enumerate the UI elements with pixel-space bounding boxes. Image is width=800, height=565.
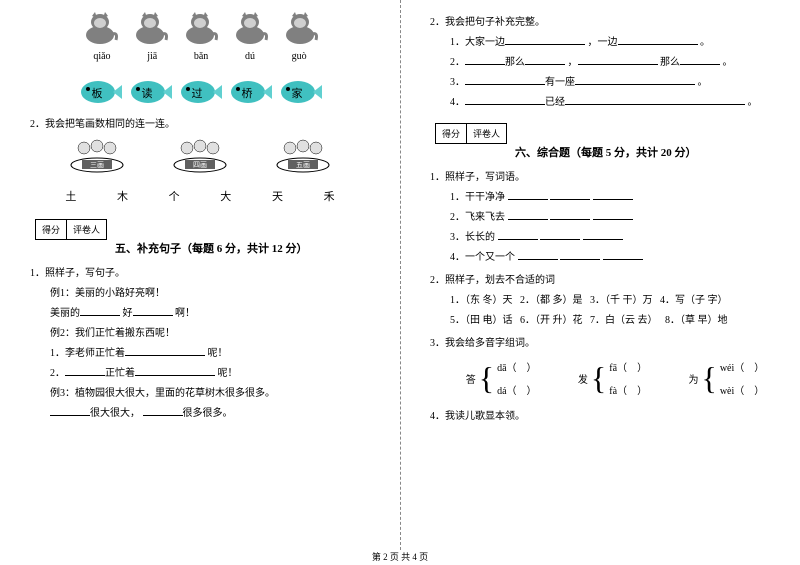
r-score-2: 评卷人: [467, 123, 507, 144]
poly-2: 发 { fā（ ） fà（ ）: [578, 359, 647, 397]
char-4: 大: [220, 188, 231, 204]
r-q2b-row1: 1．（东 冬）天 2．（都 多）是 3．（千 干）万 4．写（子 字）: [450, 291, 785, 306]
fish-char-5: 家: [292, 85, 303, 101]
pinyin-1: qiǎo: [93, 51, 110, 62]
r-q1-4: 4．一个又一个: [450, 248, 785, 263]
basket-2: 四画: [165, 138, 235, 173]
r-q4: 4．我读儿歌显本领。: [430, 407, 785, 422]
r-q2b-row2: 5．（田 电）话 6．（开 升）花 7．白（云 去） 8．（草 早）地: [450, 311, 785, 326]
score-label-2: 评卷人: [67, 219, 107, 240]
fish-4: 桥: [228, 77, 273, 110]
fish-3: 过: [178, 77, 223, 110]
r-q2-4: 4．已经 。: [450, 93, 785, 108]
char-6: 禾: [324, 188, 335, 204]
ex2: 例2：我们正忙着搬东西呢！: [50, 324, 385, 339]
pinyin-3: bǎn: [194, 51, 208, 62]
char-2: 木: [117, 188, 128, 204]
q2-strokes: 2．我会把笔画数相同的连一连。: [30, 115, 385, 130]
svg-text:五画: 五画: [296, 161, 310, 169]
r-q2-1: 1．大家一边 ，一边 。: [450, 33, 785, 48]
ex3: 例3：植物园很大很大，里面的花草树木很多很多。: [50, 384, 385, 399]
pinyin-4: dú: [245, 51, 255, 62]
fish-char-2: 读: [142, 85, 153, 101]
fish-1: 板: [78, 77, 123, 110]
fish-2: 读: [128, 77, 173, 110]
svg-text:四画: 四画: [193, 161, 207, 169]
char-1: 土: [65, 188, 76, 204]
score-label-1: 得分: [35, 219, 67, 240]
r-q2-2: 2．那么 ， 那么 。: [450, 53, 785, 68]
r-q1-2: 2．飞来飞去: [450, 208, 785, 223]
cat-3: [180, 10, 220, 48]
pinyin-5: guò: [292, 51, 307, 62]
cat-4: [230, 10, 270, 48]
q1-1: 1．照样子，写句子。: [30, 264, 385, 279]
r-q3: 3．我会给多音字组词。: [430, 334, 785, 349]
ex2-line2: 2．正忙着 呢！: [50, 364, 385, 379]
r-score-1: 得分: [435, 123, 467, 144]
ex3-fill: 很大很大， 很多很多。: [50, 404, 385, 419]
r-q2-3: 3．有一座 。: [450, 73, 785, 88]
r-q2: 2．我会把句子补充完整。: [430, 13, 785, 28]
r-q1: 1．照样子，写词语。: [430, 168, 785, 183]
brace-icon: {: [701, 362, 716, 394]
fish-5: 家: [278, 77, 323, 110]
page-number: 第 2 页 共 4 页: [0, 550, 800, 563]
ex1-fill: 美丽的 好 啊！: [50, 304, 385, 319]
ex1: 例1：美丽的小路好亮啊！: [50, 284, 385, 299]
fish-char-3: 过: [192, 85, 203, 101]
r-q1-3: 3．长长的: [450, 228, 785, 243]
pinyin-2: jiā: [147, 51, 157, 62]
char-5: 天: [272, 188, 283, 204]
poly-1: 答 { dā（ ） dá（ ）: [466, 359, 537, 397]
cat-1: [80, 10, 120, 48]
section6-title: 六、综合题（每题 5 分，共计 20 分）: [515, 144, 785, 160]
cat-5: [280, 10, 320, 48]
basket-3: 五画: [268, 138, 338, 173]
fish-char-1: 板: [92, 85, 103, 101]
brace-icon: {: [479, 362, 494, 394]
fish-char-4: 桥: [242, 85, 253, 101]
ex2-line1: 1．李老师正忙着 呢！: [50, 344, 385, 359]
cat-2: [130, 10, 170, 48]
r-q2b: 2．照样子，划去不合适的词: [430, 271, 785, 286]
poly-3: 为 { wéi（ ） wèi（ ）: [688, 359, 764, 397]
section5-title: 五、补充句子（每题 6 分，共计 12 分）: [115, 240, 385, 256]
char-3: 个: [169, 188, 180, 204]
brace-icon: {: [591, 362, 606, 394]
basket-1: 三画: [62, 138, 132, 173]
r-q1-1: 1．干干净净: [450, 188, 785, 203]
svg-text:三画: 三画: [90, 161, 104, 169]
